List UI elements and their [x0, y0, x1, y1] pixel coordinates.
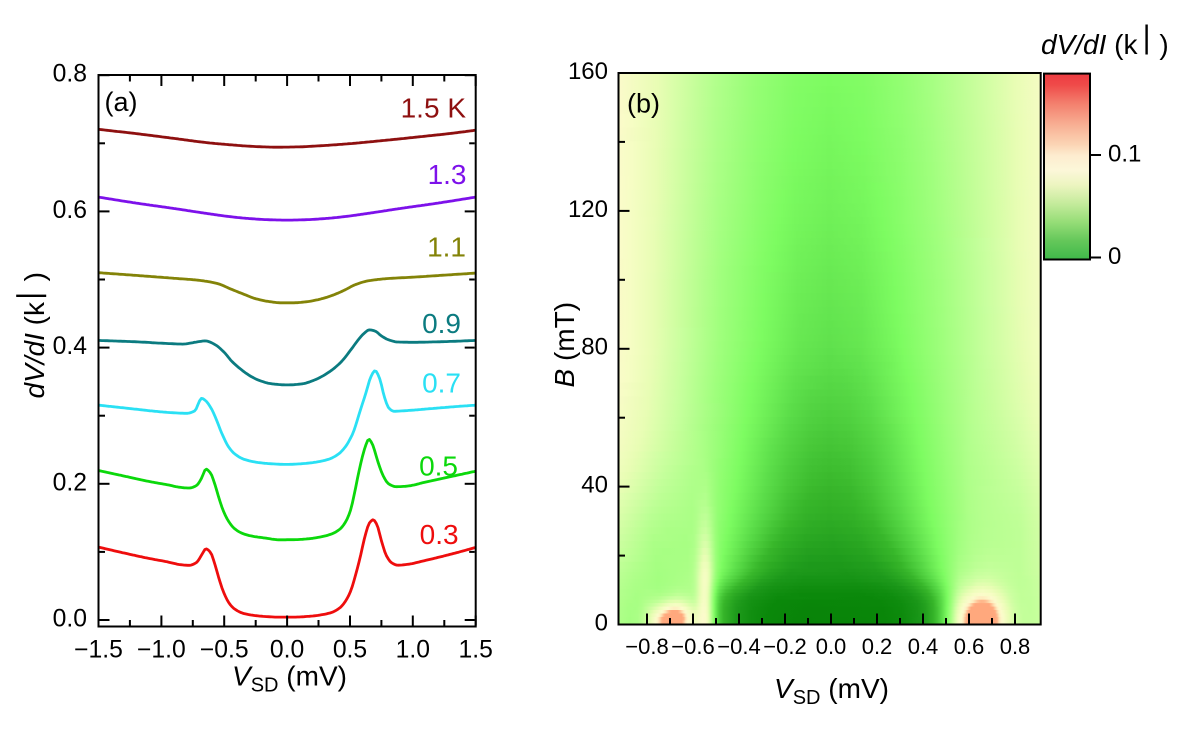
svg-text:−0.4: −0.4	[717, 634, 760, 659]
svg-text:−0.8: −0.8	[625, 634, 668, 659]
svg-text:0.5: 0.5	[419, 451, 458, 482]
svg-text:−0.2: −0.2	[763, 634, 806, 659]
svg-text:VSD (mV): VSD (mV)	[774, 673, 889, 709]
svg-text:−1.5: −1.5	[74, 637, 123, 664]
svg-text:0.6: 0.6	[53, 197, 87, 224]
svg-text:0.7: 0.7	[422, 368, 461, 399]
svg-text:80: 80	[581, 334, 608, 361]
svg-text:1.3: 1.3	[428, 159, 467, 190]
svg-text:160: 160	[568, 58, 608, 85]
svg-text:−0.5: −0.5	[200, 637, 249, 664]
svg-text:(b): (b)	[627, 89, 660, 119]
svg-text:40: 40	[581, 472, 608, 499]
svg-text:0.0: 0.0	[270, 637, 304, 664]
svg-text:dV/dI (k: dV/dI (k	[1041, 29, 1138, 60]
svg-text:0.2: 0.2	[862, 634, 893, 659]
svg-text:0.0: 0.0	[53, 606, 87, 633]
svg-text:0.5: 0.5	[333, 637, 367, 664]
svg-text:0.0: 0.0	[816, 634, 847, 659]
svg-text:0: 0	[595, 610, 608, 637]
svg-text:B (mT): B (mT)	[549, 302, 580, 388]
svg-text:1.0: 1.0	[396, 637, 430, 664]
svg-text:1.1: 1.1	[427, 232, 466, 263]
svg-text:dV/dI (k: dV/dI (k	[19, 301, 50, 398]
svg-text:0.2: 0.2	[53, 469, 87, 496]
svg-text:0.6: 0.6	[954, 634, 985, 659]
svg-text:0.4: 0.4	[53, 333, 87, 360]
svg-text:0.4: 0.4	[908, 634, 939, 659]
svg-text:0.8: 0.8	[53, 61, 87, 88]
svg-text:0: 0	[1108, 243, 1121, 270]
svg-text:1.5: 1.5	[459, 637, 493, 664]
svg-text:): )	[1159, 29, 1168, 60]
svg-text:0.1: 0.1	[1108, 141, 1141, 168]
svg-text:0.8: 0.8	[1000, 634, 1031, 659]
svg-text:0.3: 0.3	[420, 519, 459, 550]
svg-text:−1.0: −1.0	[137, 637, 186, 664]
svg-text:120: 120	[568, 196, 608, 223]
svg-text:(a): (a)	[105, 87, 138, 117]
svg-text:VSD (mV): VSD (mV)	[232, 661, 347, 697]
svg-text:1.5 K: 1.5 K	[401, 93, 467, 124]
svg-text:−0.6: −0.6	[671, 634, 714, 659]
svg-text:): )	[19, 272, 50, 281]
svg-text:0.9: 0.9	[422, 308, 461, 339]
